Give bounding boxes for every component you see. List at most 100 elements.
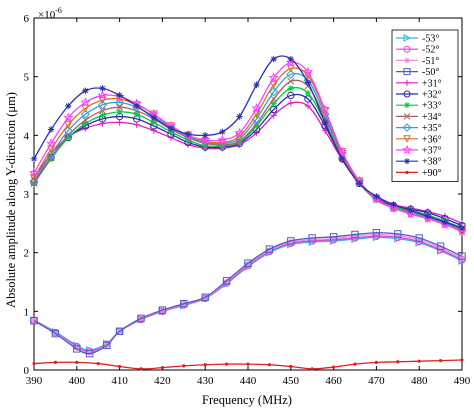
data-point [234, 127, 245, 138]
legend-label: -50° [422, 67, 439, 78]
data-point [253, 81, 260, 89]
x-tick-label: 390 [26, 375, 43, 387]
data-point [75, 360, 79, 364]
data-point [403, 45, 411, 53]
data-point [244, 259, 252, 267]
data-point [64, 121, 73, 130]
data-point [266, 247, 273, 254]
data-point [63, 112, 74, 123]
x-tick-label: 420 [154, 375, 171, 387]
data-point [351, 233, 359, 240]
data-point [203, 363, 207, 367]
data-point [30, 317, 38, 325]
legend-entry: +36° [396, 134, 442, 145]
data-point [417, 359, 421, 363]
legend-label: -53° [422, 34, 439, 45]
data-point [219, 128, 226, 136]
data-point [287, 91, 295, 100]
data-point [394, 230, 402, 238]
data-point [458, 252, 466, 260]
data-point [437, 244, 444, 252]
data-point [287, 77, 295, 85]
data-point [29, 176, 39, 186]
data-point [403, 90, 411, 98]
data-point [202, 132, 209, 139]
y-tick-label: 1 [24, 306, 30, 318]
data-point [82, 87, 89, 94]
data-point [150, 119, 158, 126]
data-point [460, 358, 464, 362]
data-point [82, 120, 89, 127]
data-point [118, 364, 122, 369]
data-point [415, 234, 423, 242]
data-point [116, 92, 123, 99]
data-point [286, 64, 295, 73]
legend-label: +36° [422, 134, 442, 145]
data-point [321, 119, 329, 126]
data-point [374, 360, 378, 364]
data-point [184, 130, 192, 138]
data-point [269, 81, 278, 90]
data-point [244, 261, 252, 268]
data-point [150, 127, 158, 134]
series-line [33, 233, 463, 354]
legend-entry: +38° [396, 157, 442, 168]
data-point [403, 135, 411, 143]
data-point [458, 224, 466, 232]
data-point [96, 361, 100, 366]
data-point [373, 231, 380, 238]
data-point [115, 97, 125, 107]
data-point [287, 99, 294, 107]
data-point [223, 278, 230, 286]
data-point [388, 202, 399, 213]
y-multiplier-label: ×10-6 [38, 6, 62, 21]
data-point [265, 245, 274, 253]
data-point [225, 362, 229, 366]
data-point [356, 180, 363, 187]
series-line [33, 235, 463, 352]
data-point [404, 102, 410, 109]
data-point [289, 364, 293, 369]
data-point [85, 349, 94, 358]
data-point [73, 345, 81, 353]
data-point [439, 359, 443, 363]
data-point [394, 232, 401, 239]
data-point [416, 236, 423, 243]
data-point [270, 95, 278, 103]
data-point [407, 207, 414, 214]
data-point [405, 208, 416, 219]
data-point [133, 102, 140, 110]
y-tick-label: 3 [24, 189, 30, 201]
legend-entry: +32° [396, 90, 442, 101]
data-point [200, 134, 211, 145]
series-2 [30, 232, 466, 355]
data-point [30, 155, 38, 162]
x-tick-label: 430 [197, 375, 214, 387]
legend-entry: +31° [396, 78, 442, 89]
data-point [97, 90, 108, 100]
legend-label: -51° [422, 56, 439, 67]
data-point [47, 126, 55, 133]
data-point [99, 120, 106, 127]
data-point [287, 237, 295, 245]
data-point [309, 236, 316, 243]
x-tick-label: 490 [454, 375, 471, 387]
data-point [99, 112, 106, 119]
series-line [33, 236, 463, 351]
legend-entry: +33° [396, 101, 442, 112]
series-line [33, 61, 463, 233]
data-point [65, 102, 72, 110]
data-point [304, 79, 312, 86]
legend-label: +32° [422, 90, 442, 101]
data-point [456, 226, 468, 236]
series-13 [32, 358, 464, 371]
data-point [330, 235, 337, 242]
data-point [81, 104, 90, 113]
data-point [81, 116, 89, 124]
data-point [403, 68, 411, 76]
data-point [270, 55, 277, 63]
series-line [33, 232, 463, 355]
data-point [287, 238, 294, 246]
data-point [405, 170, 409, 174]
